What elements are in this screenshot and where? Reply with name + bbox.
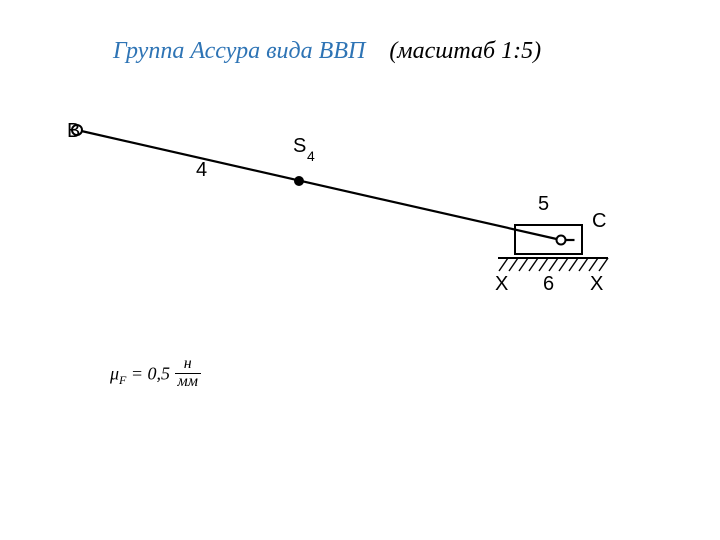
- label-S4-sub: 4: [307, 148, 315, 164]
- formula-den: мм: [175, 373, 201, 391]
- label-X-right: X: [590, 273, 603, 296]
- label-6: 6: [543, 273, 554, 296]
- label-4: 4: [196, 159, 207, 182]
- formula-eq: = 0,5: [126, 363, 170, 383]
- label-B: B: [67, 120, 80, 143]
- assur-group-diagram: [0, 0, 720, 540]
- formula-mu: μ: [110, 363, 119, 383]
- formula-num: н: [175, 356, 201, 373]
- label-X-left: X: [495, 273, 508, 296]
- label-5: 5: [538, 193, 549, 216]
- formula-fraction: н мм: [175, 356, 201, 391]
- label-C: C: [592, 210, 606, 233]
- label-S4-letter: S: [293, 135, 306, 158]
- scale-formula: μF = 0,5 н мм: [110, 358, 201, 393]
